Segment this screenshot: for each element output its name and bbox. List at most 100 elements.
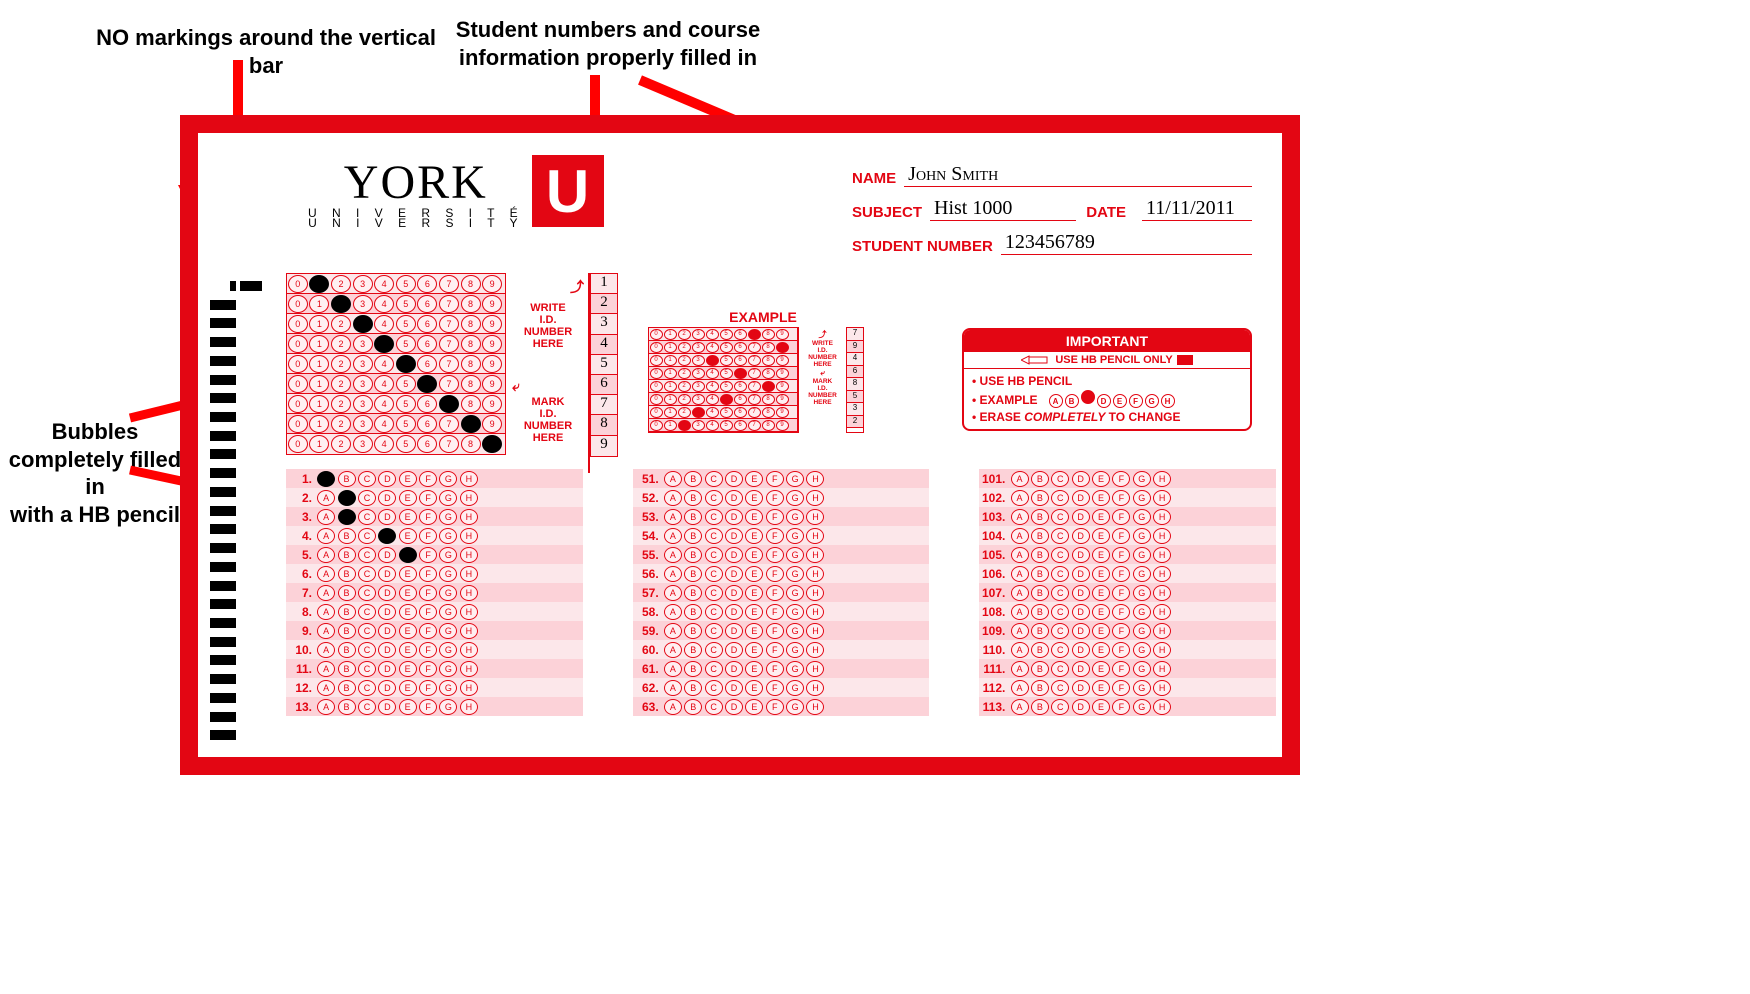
example-bubble: 2	[678, 342, 691, 353]
example-bubble: 7	[748, 342, 761, 353]
example-bubble: 7	[748, 329, 761, 340]
answer-bubble: B	[338, 623, 356, 639]
answer-bubble: B	[1031, 509, 1049, 525]
id-bubble: 1	[309, 415, 329, 433]
timing-mark	[210, 543, 236, 553]
answer-bubble: A	[317, 642, 335, 658]
answer-bubble: D	[378, 509, 396, 525]
annotation-top-left: NO markings around the vertical bar	[76, 24, 456, 79]
example-bubble: 1	[664, 394, 677, 405]
id-bubble: 7	[439, 335, 459, 353]
answer-row: 104.ABCDEFGH	[979, 526, 1276, 545]
answer-bubble: A	[1011, 547, 1029, 563]
answer-bubble: H	[1153, 471, 1171, 487]
answer-number: 105.	[979, 548, 1009, 562]
answer-bubble: A	[317, 604, 335, 620]
example-bubble: 1	[664, 329, 677, 340]
answer-number: 57.	[633, 586, 663, 600]
answer-number: 6.	[286, 567, 316, 581]
timing-mark	[210, 637, 236, 647]
answer-row: 59.ABCDEFGH	[633, 621, 930, 640]
answer-bubble: B	[684, 509, 702, 525]
answer-bubble: H	[460, 699, 478, 715]
answer-row: 8.ABCDEFGH	[286, 602, 583, 621]
answer-bubble: H	[460, 528, 478, 544]
answer-bubble: H	[460, 585, 478, 601]
answer-number: 111.	[979, 662, 1009, 676]
answer-row: 102.ABCDEFGH	[979, 488, 1276, 507]
answer-bubble: A	[1011, 680, 1029, 696]
answer-bubble: G	[786, 623, 804, 639]
answer-bubble: C	[705, 547, 723, 563]
answer-bubble: F	[766, 680, 784, 696]
student-info-block: NAME John Smith SUBJECT Hist 1000 DATE 1…	[852, 163, 1252, 265]
answer-bubble: H	[460, 680, 478, 696]
answer-bubble: A	[664, 471, 682, 487]
example-bubble: 4	[706, 342, 719, 353]
answer-bubble: H	[460, 623, 478, 639]
answer-bubble: D	[1072, 661, 1090, 677]
answer-bubble: C	[1051, 661, 1069, 677]
answer-bubble: B	[338, 528, 356, 544]
timing-mark	[210, 337, 236, 347]
answer-bubble: D	[378, 680, 396, 696]
id-bubble: 0	[288, 435, 308, 453]
answer-bubble: D	[725, 471, 743, 487]
answer-bubble: D	[378, 661, 396, 677]
answer-bubble: H	[806, 566, 824, 582]
answer-bubble: B	[338, 604, 356, 620]
answer-bubble: B	[684, 566, 702, 582]
write-id-instruction: ⤴ WRITEI.D.NUMBERHERE ⤶ MARKI.D.NUMBERHE…	[508, 273, 590, 473]
answer-bubble: F	[419, 490, 437, 506]
answer-bubble: E	[1092, 490, 1110, 506]
answer-bubble: G	[1133, 566, 1151, 582]
example-bubble: 9	[776, 329, 789, 340]
id-bubble: 5	[396, 395, 416, 413]
example-title: EXAMPLE	[648, 309, 878, 325]
answer-bubble: H	[806, 680, 824, 696]
id-bubble: 5	[396, 355, 416, 373]
example-bubble: 4	[706, 329, 719, 340]
answer-bubble: B	[1031, 680, 1049, 696]
id-bubble: 4	[374, 395, 394, 413]
date-label: DATE	[1086, 204, 1126, 221]
example-bubble: 7	[748, 394, 761, 405]
timing-mark	[210, 487, 236, 497]
answer-bubble: E	[399, 642, 417, 658]
id-bubble: 1	[309, 395, 329, 413]
id-bubble: 4	[374, 315, 394, 333]
answer-bubble: B	[684, 547, 702, 563]
example-bubble: 3	[692, 329, 705, 340]
answer-bubble: G	[439, 623, 457, 639]
example-bubble: 7	[748, 407, 761, 418]
example-bubble: 2	[678, 355, 691, 366]
answer-row: 6.ABCDEFGH	[286, 564, 583, 583]
example-bubble: 8	[762, 329, 775, 340]
answer-row: 4.ABCEFGH	[286, 526, 583, 545]
answer-bubble: E	[399, 604, 417, 620]
timing-mark	[210, 375, 236, 385]
answer-bubble: F	[419, 566, 437, 582]
answer-grid: 1.BCDEFGH2.ACDEFGH3.ACDEFGH4.ABCEFGH5.AB…	[286, 469, 1276, 716]
answer-bubble: B	[338, 566, 356, 582]
answer-bubble: D	[1072, 604, 1090, 620]
id-bubble: 5	[396, 295, 416, 313]
example-bubble: 7	[748, 381, 761, 392]
answer-bubble: D	[1072, 490, 1090, 506]
id-bubble: 8	[461, 395, 481, 413]
answer-bubble: D	[378, 566, 396, 582]
id-bubble: 3	[353, 375, 373, 393]
answer-bubble: B	[684, 699, 702, 715]
id-bubble: 7	[439, 375, 459, 393]
id-bubble: 9	[482, 375, 502, 393]
answer-bubble: G	[1133, 661, 1151, 677]
answer-bubble: D	[1072, 566, 1090, 582]
id-bubble: 7	[439, 355, 459, 373]
answer-bubble: G	[439, 661, 457, 677]
answer-bubble: D	[1072, 642, 1090, 658]
example-bubble: 0	[650, 329, 663, 340]
answer-bubble: F	[419, 509, 437, 525]
answer-bubble: A	[664, 585, 682, 601]
answer-bubble: D	[378, 490, 396, 506]
answer-bubble: D	[378, 471, 396, 487]
